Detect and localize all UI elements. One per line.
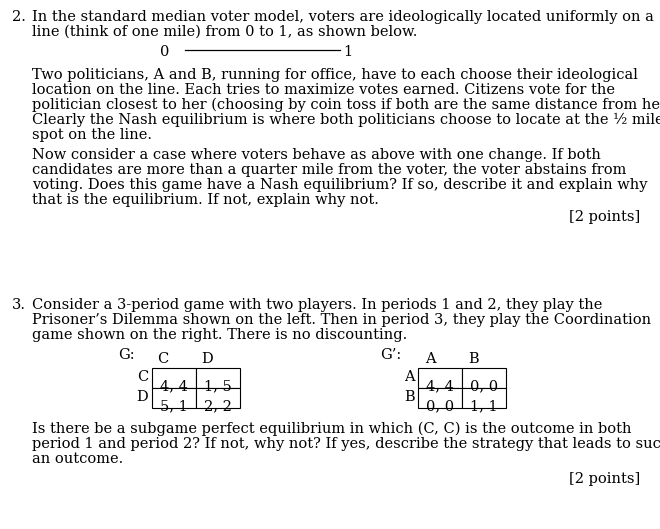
Text: G’:: G’: (380, 348, 401, 362)
Text: D: D (201, 352, 213, 366)
Bar (418, 388, 462, 408)
Text: 1: 1 (343, 45, 352, 59)
Text: Clearly the Nash equilibrium is where both politicians choose to locate at the ½: Clearly the Nash equilibrium is where bo… (32, 113, 660, 127)
Text: C: C (137, 370, 148, 384)
Bar (462, 388, 506, 408)
Bar (152, 388, 196, 408)
Bar (418, 368, 462, 388)
Bar (196, 368, 240, 388)
Text: 5, 1: 5, 1 (160, 399, 188, 413)
Text: politician closest to her (choosing by coin toss if both are the same distance f: politician closest to her (choosing by c… (32, 98, 660, 112)
Text: Now consider a case where voters behave as above with one change. If both: Now consider a case where voters behave … (32, 148, 601, 162)
Text: 0, 0: 0, 0 (426, 399, 454, 413)
Text: 4, 4: 4, 4 (426, 379, 454, 393)
Text: 2, 2: 2, 2 (204, 399, 232, 413)
Text: In the standard median voter model, voters are ideologically located uniformly o: In the standard median voter model, vote… (32, 10, 654, 24)
Text: Is there be a subgame perfect equilibrium in which (C, C) is the outcome in both: Is there be a subgame perfect equilibriu… (32, 422, 632, 436)
Text: A: A (424, 352, 436, 366)
Text: 2.: 2. (12, 10, 26, 24)
Text: 1, 1: 1, 1 (470, 399, 498, 413)
Text: voting. Does this game have a Nash equilibrium? If so, describe it and explain w: voting. Does this game have a Nash equil… (32, 178, 647, 192)
Text: B: B (469, 352, 479, 366)
Text: 1, 5: 1, 5 (204, 379, 232, 393)
Text: Consider a 3-period game with two players. In periods 1 and 2, they play the: Consider a 3-period game with two player… (32, 298, 603, 312)
Text: [2 points]: [2 points] (569, 472, 640, 486)
Text: that is the equilibrium. If not, explain why not.: that is the equilibrium. If not, explain… (32, 193, 379, 207)
Text: G:: G: (118, 348, 135, 362)
Text: A: A (405, 370, 415, 384)
Text: 3.: 3. (12, 298, 26, 312)
Text: 0, 0: 0, 0 (470, 379, 498, 393)
Text: C: C (157, 352, 168, 366)
Text: location on the line. Each tries to maximize votes earned. Citizens vote for the: location on the line. Each tries to maxi… (32, 83, 615, 97)
Text: B: B (405, 390, 415, 404)
Text: D: D (136, 390, 148, 404)
Text: candidates are more than a quarter mile from the voter, the voter abstains from: candidates are more than a quarter mile … (32, 163, 626, 177)
Text: an outcome.: an outcome. (32, 452, 123, 466)
Text: Prisoner’s Dilemma shown on the left. Then in period 3, they play the Coordinati: Prisoner’s Dilemma shown on the left. Th… (32, 313, 651, 327)
Bar (196, 388, 240, 408)
Bar (462, 368, 506, 388)
Text: period 1 and period 2? If not, why not? If yes, describe the strategy that leads: period 1 and period 2? If not, why not? … (32, 437, 660, 451)
Text: Two politicians, A and B, running for office, have to each choose their ideologi: Two politicians, A and B, running for of… (32, 68, 638, 82)
Text: game shown on the right. There is no discounting.: game shown on the right. There is no dis… (32, 328, 407, 342)
Text: spot on the line.: spot on the line. (32, 128, 152, 142)
Bar (152, 368, 196, 388)
Text: 4, 4: 4, 4 (160, 379, 188, 393)
Text: 0: 0 (160, 45, 170, 59)
Text: line (think of one mile) from 0 to 1, as shown below.: line (think of one mile) from 0 to 1, as… (32, 25, 417, 39)
Text: [2 points]: [2 points] (569, 210, 640, 224)
